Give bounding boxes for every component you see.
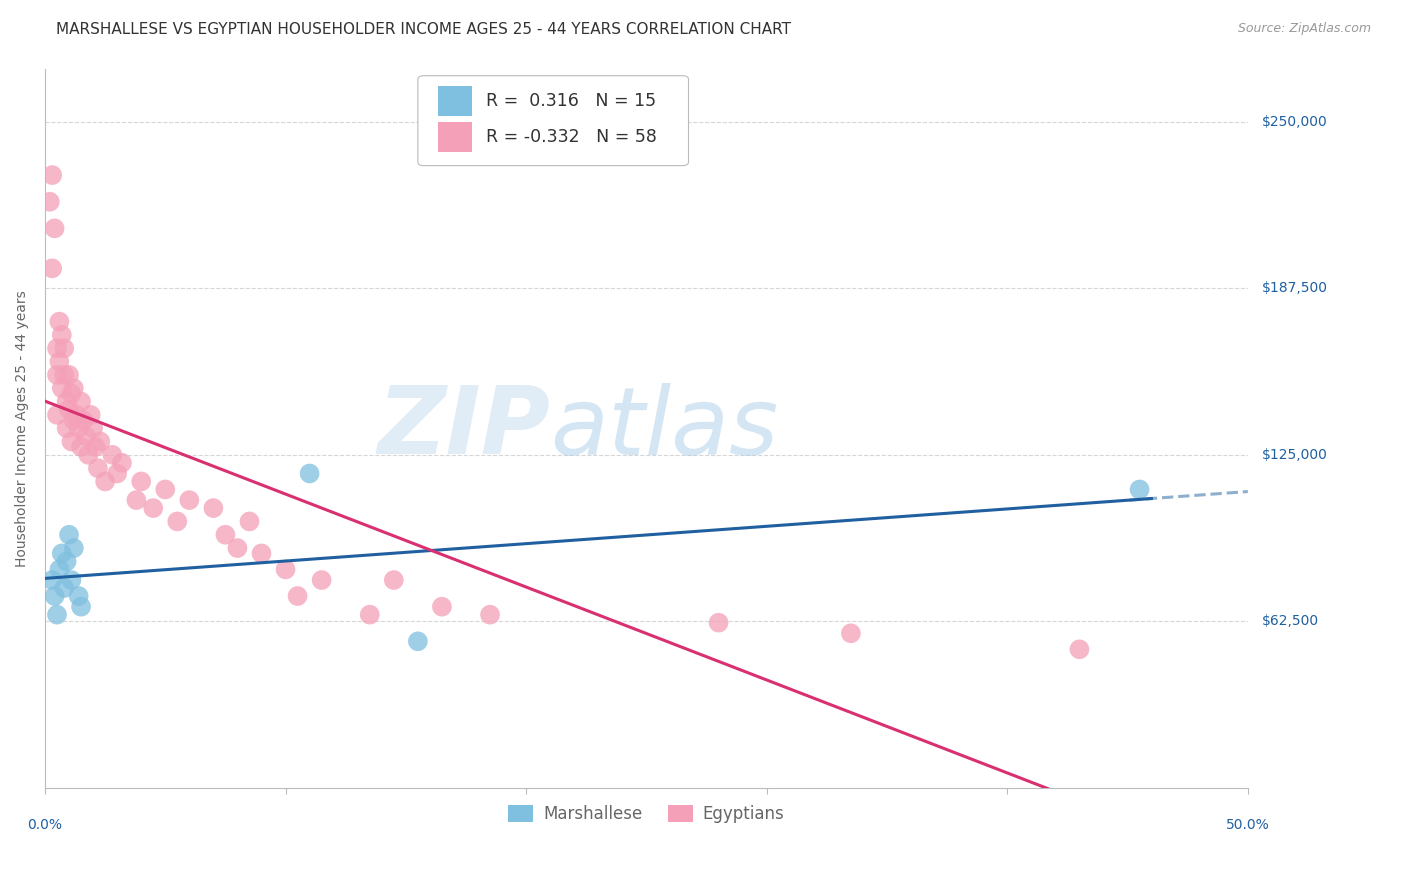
Point: [101, 448, 124, 462]
Point: [51, 546, 73, 560]
Point: [75, 429, 97, 443]
Text: R =  0.316   N = 15: R = 0.316 N = 15: [486, 92, 657, 110]
Text: $125,000: $125,000: [1261, 448, 1327, 462]
Point: [48, 354, 70, 368]
Point: [77, 448, 100, 462]
Point: [298, 467, 321, 481]
Point: [84, 440, 107, 454]
Point: [44, 589, 66, 603]
Point: [430, 599, 453, 614]
Point: [202, 501, 225, 516]
Point: [166, 515, 188, 529]
Point: [70, 599, 93, 614]
Point: [311, 573, 333, 587]
Text: $187,500: $187,500: [1261, 281, 1327, 295]
Point: [41, 168, 63, 182]
Point: [87, 461, 110, 475]
Point: [70, 440, 93, 454]
Point: [479, 607, 502, 622]
Point: [274, 562, 297, 576]
Text: atlas: atlas: [550, 383, 779, 474]
Point: [79, 408, 101, 422]
Point: [46, 341, 69, 355]
Point: [82, 421, 104, 435]
Y-axis label: Householder Income Ages 25 - 44 years: Householder Income Ages 25 - 44 years: [15, 290, 30, 566]
FancyBboxPatch shape: [439, 121, 472, 152]
Point: [53, 368, 76, 382]
Point: [46, 368, 69, 382]
Point: [105, 467, 128, 481]
Text: R = -0.332   N = 58: R = -0.332 N = 58: [486, 128, 657, 146]
Point: [58, 402, 80, 417]
Text: 0.0%: 0.0%: [28, 818, 62, 832]
Point: [44, 221, 66, 235]
Point: [48, 562, 70, 576]
Point: [287, 589, 309, 603]
Point: [65, 408, 87, 422]
Point: [382, 573, 405, 587]
Point: [839, 626, 862, 640]
Point: [41, 573, 63, 587]
Point: [55, 421, 77, 435]
Point: [214, 527, 236, 541]
FancyBboxPatch shape: [439, 86, 472, 116]
Point: [707, 615, 730, 630]
Point: [46, 607, 69, 622]
Point: [55, 394, 77, 409]
Point: [72, 413, 94, 427]
Point: [48, 315, 70, 329]
Point: [46, 408, 69, 422]
Point: [58, 527, 80, 541]
Point: [60, 434, 83, 449]
Point: [94, 475, 117, 489]
Point: [155, 483, 177, 497]
Text: $62,500: $62,500: [1261, 615, 1319, 628]
Point: [55, 554, 77, 568]
Point: [125, 493, 148, 508]
Point: [60, 386, 83, 401]
Point: [1069, 642, 1091, 657]
Point: [129, 475, 152, 489]
Point: [67, 589, 90, 603]
Legend: Marshallese, Egyptians: Marshallese, Egyptians: [502, 798, 792, 830]
Point: [406, 634, 429, 648]
Text: ZIP: ZIP: [377, 382, 550, 475]
Point: [53, 341, 76, 355]
Text: $250,000: $250,000: [1261, 115, 1327, 128]
Point: [58, 368, 80, 382]
Text: Source: ZipAtlas.com: Source: ZipAtlas.com: [1237, 22, 1371, 36]
Point: [63, 381, 86, 395]
Point: [67, 421, 90, 435]
Point: [111, 456, 134, 470]
Point: [63, 541, 86, 555]
Text: 50.0%: 50.0%: [1226, 818, 1270, 832]
Point: [179, 493, 201, 508]
Point: [41, 261, 63, 276]
Point: [359, 607, 381, 622]
Point: [250, 546, 273, 560]
FancyBboxPatch shape: [418, 76, 689, 166]
Point: [70, 394, 93, 409]
Point: [53, 581, 76, 595]
Point: [38, 194, 60, 209]
Point: [1129, 483, 1152, 497]
Point: [51, 381, 73, 395]
Point: [238, 515, 260, 529]
Point: [142, 501, 165, 516]
Point: [226, 541, 249, 555]
Point: [51, 327, 73, 342]
Point: [60, 573, 83, 587]
Text: MARSHALLESE VS EGYPTIAN HOUSEHOLDER INCOME AGES 25 - 44 YEARS CORRELATION CHART: MARSHALLESE VS EGYPTIAN HOUSEHOLDER INCO…: [56, 22, 792, 37]
Point: [63, 413, 86, 427]
Point: [89, 434, 111, 449]
